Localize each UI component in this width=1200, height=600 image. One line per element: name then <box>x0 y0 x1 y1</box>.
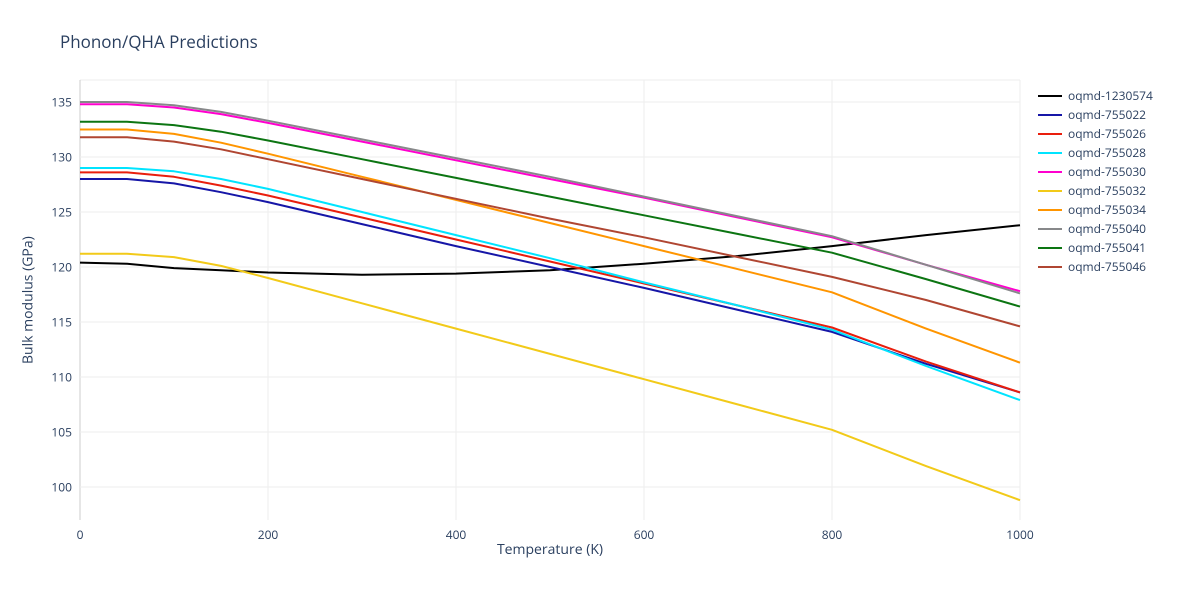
legend-label: oqmd-755026 <box>1068 125 1146 142</box>
series-line[interactable] <box>80 130 1020 363</box>
legend-item[interactable]: oqmd-755030 <box>1038 162 1153 181</box>
legend-swatch <box>1038 228 1062 230</box>
plot-area[interactable] <box>80 80 1020 520</box>
series-line[interactable] <box>80 137 1020 326</box>
y-tick-label: 135 <box>42 94 72 111</box>
legend-label: oqmd-755030 <box>1068 163 1146 180</box>
chart-svg <box>80 80 1020 520</box>
legend-item[interactable]: oqmd-755028 <box>1038 143 1153 162</box>
y-tick-label: 110 <box>42 369 72 386</box>
legend-item[interactable]: oqmd-755041 <box>1038 238 1153 257</box>
y-axis-label: Bulk modulus (GPa) <box>18 80 38 520</box>
series-line[interactable] <box>80 168 1020 400</box>
legend-swatch <box>1038 247 1062 249</box>
legend-swatch <box>1038 133 1062 135</box>
y-tick-label: 105 <box>42 424 72 441</box>
legend-swatch <box>1038 190 1062 192</box>
y-tick-label: 115 <box>42 314 72 331</box>
legend-swatch <box>1038 114 1062 116</box>
y-tick-label: 125 <box>42 204 72 221</box>
legend-label: oqmd-755041 <box>1068 239 1146 256</box>
y-tick-label: 100 <box>42 479 72 496</box>
legend-item[interactable]: oqmd-755046 <box>1038 257 1153 276</box>
legend-item[interactable]: oqmd-755022 <box>1038 105 1153 124</box>
legend-swatch <box>1038 171 1062 173</box>
legend-item[interactable]: oqmd-755026 <box>1038 124 1153 143</box>
legend-label: oqmd-755022 <box>1068 106 1146 123</box>
legend: oqmd-1230574 oqmd-755022 oqmd-755026 oqmd-7… <box>1038 86 1153 276</box>
legend-item[interactable]: oqmd-755040 <box>1038 219 1153 238</box>
legend-swatch <box>1038 152 1062 154</box>
legend-label: oqmd-755040 <box>1068 220 1146 237</box>
series-line[interactable] <box>80 179 1020 392</box>
legend-label: oqmd-755032 <box>1068 182 1146 199</box>
legend-item[interactable]: oqmd-755032 <box>1038 181 1153 200</box>
legend-swatch <box>1038 95 1062 97</box>
chart-title: Phonon/QHA Predictions <box>60 30 258 53</box>
legend-swatch <box>1038 266 1062 268</box>
legend-item[interactable]: oqmd-755034 <box>1038 200 1153 219</box>
legend-item[interactable]: oqmd-1230574 <box>1038 86 1153 105</box>
legend-label: oqmd-1230574 <box>1068 87 1153 104</box>
x-axis-label: Temperature (K) <box>80 540 1020 559</box>
series-line[interactable] <box>80 172 1020 392</box>
legend-swatch <box>1038 209 1062 211</box>
y-tick-label: 120 <box>42 259 72 276</box>
legend-label: oqmd-755034 <box>1068 201 1146 218</box>
legend-label: oqmd-755046 <box>1068 258 1146 275</box>
chart-container: Phonon/QHA Predictions Bulk modulus (GPa… <box>0 0 1200 600</box>
y-tick-label: 130 <box>42 149 72 166</box>
legend-label: oqmd-755028 <box>1068 144 1146 161</box>
